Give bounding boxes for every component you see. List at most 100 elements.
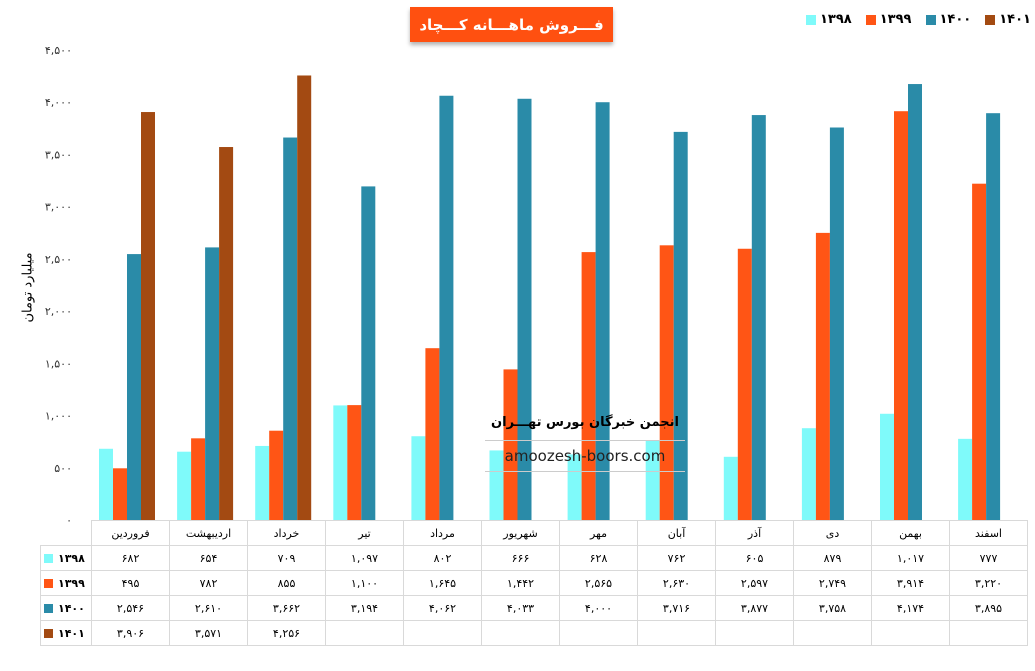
category-label: آذر bbox=[715, 520, 794, 546]
category-label: فروردین bbox=[91, 520, 170, 546]
bar bbox=[801, 428, 816, 520]
bar bbox=[723, 456, 738, 520]
data-label bbox=[403, 620, 482, 646]
category-label: دی bbox=[793, 520, 872, 546]
data-label: ۲,۵۹۷ bbox=[715, 570, 794, 596]
data-label: ۲,۷۴۹ bbox=[793, 570, 872, 596]
bar bbox=[829, 127, 844, 521]
series-swatch bbox=[44, 579, 53, 588]
bar bbox=[880, 413, 894, 520]
bar bbox=[411, 436, 426, 520]
bar bbox=[439, 95, 454, 520]
data-label bbox=[637, 620, 716, 646]
legend-item: ۱۳۹۹ bbox=[865, 12, 912, 27]
bar bbox=[673, 131, 688, 520]
data-label: ۶۰۵ bbox=[715, 545, 794, 571]
bar bbox=[425, 348, 440, 520]
data-label: ۱,۱۰۰ bbox=[325, 570, 404, 596]
bar bbox=[737, 248, 752, 520]
y-tick-label: ۱,۵۰۰ bbox=[45, 357, 72, 370]
bar bbox=[333, 405, 348, 520]
data-label: ۳,۲۲۰ bbox=[949, 570, 1028, 596]
data-label: ۳,۸۹۵ bbox=[949, 595, 1028, 621]
data-label: ۱,۴۴۲ bbox=[481, 570, 560, 596]
bar bbox=[567, 454, 582, 520]
series-swatch bbox=[44, 554, 53, 563]
bar bbox=[283, 137, 298, 520]
bar bbox=[595, 102, 610, 520]
y-tick-label: ۲,۰۰۰ bbox=[45, 305, 72, 318]
data-label bbox=[871, 620, 950, 646]
bar bbox=[127, 254, 141, 520]
data-label: ۳,۶۶۲ bbox=[247, 595, 326, 621]
data-table: فروردین اردیبهشت خرداد تیر مرداد شهریور مهر آبا… bbox=[40, 520, 1028, 646]
data-label: ۴,۲۵۶ bbox=[247, 620, 326, 646]
data-label: ۴۹۵ bbox=[91, 570, 170, 596]
legend-swatch bbox=[985, 14, 996, 25]
data-label bbox=[715, 620, 794, 646]
data-label: ۱,۰۱۷ bbox=[871, 545, 950, 571]
data-label: ۸۷۹ bbox=[793, 545, 872, 571]
legend-swatch bbox=[865, 14, 876, 25]
bar bbox=[517, 98, 532, 520]
data-label: ۴,۱۷۴ bbox=[871, 595, 950, 621]
data-label: ۶۵۴ bbox=[169, 545, 248, 571]
bar bbox=[255, 445, 270, 520]
watermark-title: انجمن خبرگان بورس تهـــران bbox=[491, 415, 679, 430]
data-label: ۸۰۲ bbox=[403, 545, 482, 571]
bar bbox=[191, 438, 206, 520]
legend-label: ۱۴۰۰ bbox=[939, 12, 972, 27]
table-corner bbox=[41, 521, 92, 546]
legend-item: ۱۳۹۸ bbox=[806, 12, 852, 27]
data-label: ۱,۰۹۷ bbox=[325, 545, 404, 571]
table-row: ۱۳۹۸ ۶۸۲ ۶۵۴ ۷۰۹ ۱,۰۹۷ ۸۰۲ ۶۶۶ ۶۲۸ ۷۶۲ ۶۰۵ ۸۷۹ ۱,۰۱… bbox=[40, 545, 1028, 571]
data-label: ۲,۶۱۰ bbox=[169, 595, 248, 621]
data-label bbox=[481, 620, 560, 646]
data-label: ۷۷۷ bbox=[949, 545, 1028, 571]
legend-swatch bbox=[925, 14, 936, 25]
series-label: ۱۳۹۹ bbox=[40, 570, 92, 596]
y-tick-label: ۲,۵۰۰ bbox=[45, 253, 72, 266]
category-label: خرداد bbox=[247, 520, 326, 546]
y-tick-label: ۳,۵۰۰ bbox=[45, 148, 72, 161]
category-label: تیر bbox=[325, 520, 404, 546]
data-label: ۷۸۲ bbox=[169, 570, 248, 596]
data-label bbox=[325, 620, 404, 646]
data-label: ۷۶۲ bbox=[637, 545, 716, 571]
bar bbox=[141, 112, 155, 520]
bar bbox=[986, 113, 1001, 520]
data-label: ۳,۷۵۸ bbox=[793, 595, 872, 621]
bar bbox=[219, 147, 234, 521]
category-label: مهر bbox=[559, 520, 638, 546]
legend-label: ۱۳۹۹ bbox=[879, 12, 912, 27]
table-row: ۱۴۰۱ ۳,۹۰۶ ۳,۵۷۱ ۴,۲۵۶ bbox=[40, 620, 1028, 646]
bar bbox=[99, 448, 113, 520]
data-label: ۱,۶۴۵ bbox=[403, 570, 482, 596]
data-label bbox=[949, 620, 1028, 646]
bar bbox=[659, 245, 674, 521]
data-label: ۷۰۹ bbox=[247, 545, 326, 571]
data-label: ۸۵۵ bbox=[247, 570, 326, 596]
table-row: ۱۴۰۰ ۲,۵۴۶ ۲,۶۱۰ ۳,۶۶۲ ۳,۱۹۴ ۴,۰۶۲ ۴,۰۳۳ ۴,۰۰۰ ۳… bbox=[40, 595, 1028, 621]
data-label: ۶۲۸ bbox=[559, 545, 638, 571]
y-tick-label: ۴,۰۰۰ bbox=[45, 96, 72, 109]
bar bbox=[815, 232, 830, 521]
bar bbox=[581, 252, 596, 520]
data-label: ۴,۰۳۳ bbox=[481, 595, 560, 621]
table-row: ۱۳۹۹ ۴۹۵ ۷۸۲ ۸۵۵ ۱,۱۰۰ ۱,۶۴۵ ۱,۴۴۲ ۲,۵۶۵ ۲,۶۳۰ ۲,… bbox=[40, 570, 1028, 596]
y-tick-label: ۵۰۰ bbox=[54, 462, 72, 475]
legend-label: ۱۴۰۱ bbox=[999, 12, 1031, 27]
series-label: ۱۴۰۱ bbox=[40, 620, 92, 646]
data-label: ۲,۵۶۵ bbox=[559, 570, 638, 596]
series-swatch bbox=[44, 604, 53, 613]
data-label: ۲,۶۳۰ bbox=[637, 570, 716, 596]
y-tick-label: ۳,۰۰۰ bbox=[45, 201, 72, 214]
data-label: ۳,۷۱۶ bbox=[637, 595, 716, 621]
y-tick-label: ۰ bbox=[66, 514, 72, 527]
bar bbox=[972, 183, 987, 520]
category-label: بهمن bbox=[871, 520, 950, 546]
data-label: ۴,۰۰۰ bbox=[559, 595, 638, 621]
bar bbox=[205, 247, 220, 520]
legend-swatch bbox=[806, 14, 816, 25]
